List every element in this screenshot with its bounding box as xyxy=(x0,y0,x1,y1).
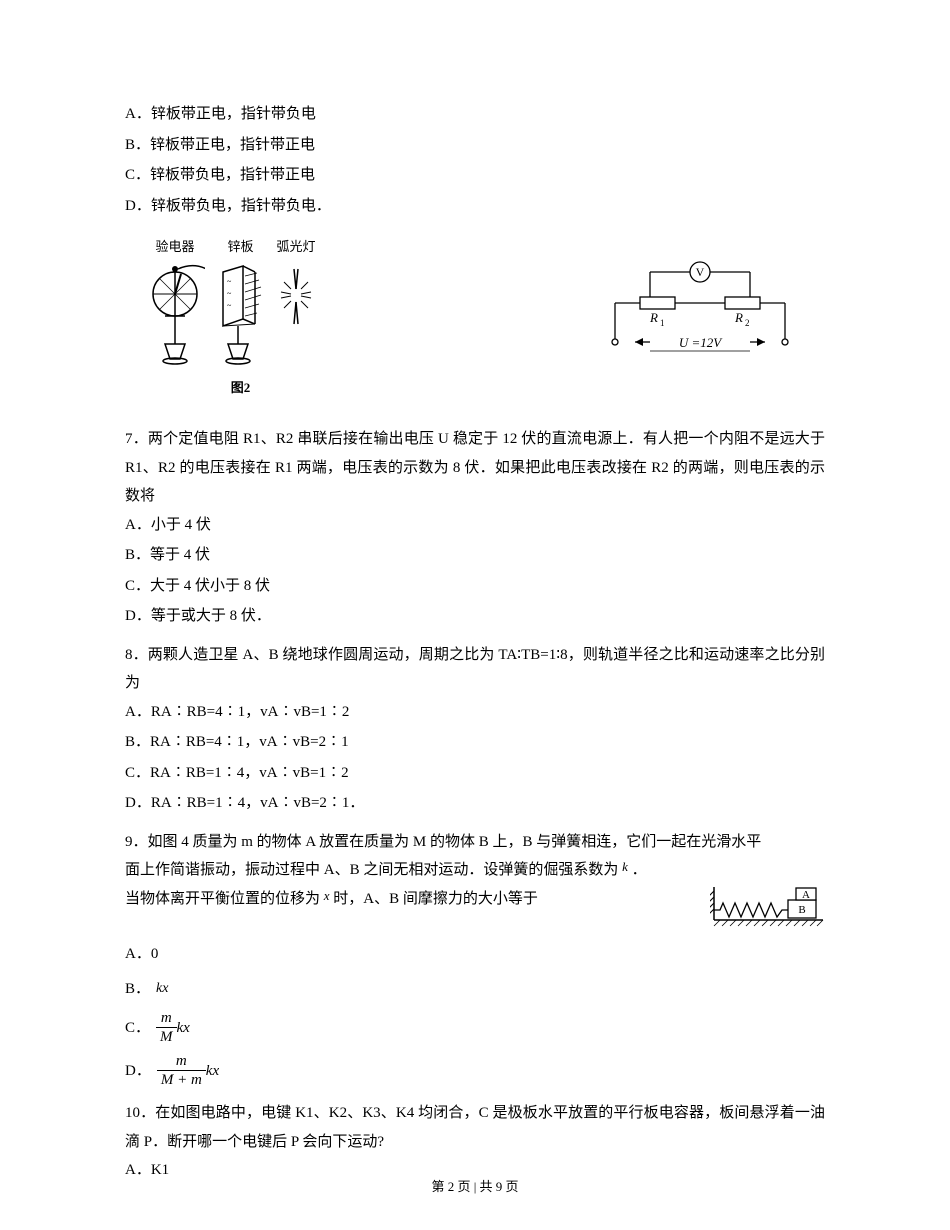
q9: 9．如图 4 质量为 m 的物体 A 放置在质量为 M 的物体 B 上，B 与弹… xyxy=(125,828,825,1090)
q7-opt-a: A．小于 4 伏 xyxy=(125,511,825,540)
fig2-label: 图2 xyxy=(231,376,251,401)
photoelectric-diagram: 验电器 锌板 xyxy=(145,235,316,400)
arc-lamp-label: 弧光灯 xyxy=(276,235,315,260)
q6-q7-figures: 验电器 锌板 xyxy=(125,235,825,400)
circuit-diagram: V R 1 R 2 U =12V xyxy=(595,257,805,378)
q9-opt-c: C． m M kx xyxy=(125,1009,825,1046)
q8-opt-b: B．RA∶RB=4∶1，vA∶vB=2∶1 xyxy=(125,728,825,757)
q6-opt-d: D．锌板带负电，指针带负电． xyxy=(125,192,825,221)
electroscope-icon xyxy=(145,264,205,374)
svg-text:1: 1 xyxy=(660,318,665,328)
x-symbol: x xyxy=(324,888,330,903)
q8-opt-a: A．RA∶RB=4∶1，vA∶vB=1∶2 xyxy=(125,698,825,727)
electroscope-label: 验电器 xyxy=(155,235,194,260)
spring-block-diagram: A B xyxy=(710,885,825,941)
q9-text3-row: 当物体离开平衡位置的位移为 x 时，A、B 间摩擦力的大小等于 A B xyxy=(125,885,825,941)
svg-text:R: R xyxy=(734,310,743,325)
arc-lamp-icon xyxy=(276,264,316,334)
q6-opt-a: A．锌板带正电，指针带负电 xyxy=(125,100,825,129)
q6-opt-b: B．锌板带正电，指针带正电 xyxy=(125,131,825,160)
q9-text2: 面上作简谐振动，振动过程中 A、B 之间无相对运动．设弹簧的倔强系数为 k ． xyxy=(125,856,825,885)
q9-opt-d: D． m M + m kx xyxy=(125,1052,825,1089)
q7-opt-b: B．等于 4 伏 xyxy=(125,541,825,570)
svg-text:~: ~ xyxy=(227,277,232,286)
q8-opt-d: D．RA∶RB=1∶4，vA∶vB=2∶1． xyxy=(125,789,825,818)
svg-text:~: ~ xyxy=(227,289,232,298)
q9-opt-a: A．0 xyxy=(125,940,825,969)
q9-text1: 9．如图 4 质量为 m 的物体 A 放置在质量为 M 的物体 B 上，B 与弹… xyxy=(125,828,825,857)
zinc-label: 锌板 xyxy=(227,235,253,260)
voltmeter-label: V xyxy=(696,265,705,279)
k-symbol: k xyxy=(622,859,628,874)
svg-text:~: ~ xyxy=(227,301,232,310)
voltage-label: U =12V xyxy=(679,335,723,350)
q9-opt-b: B． kx xyxy=(125,975,825,1004)
q10: 10．在如图电路中，电键 K1、K2、K3、K4 均闭合，C 是极板水平放置的平… xyxy=(125,1099,825,1185)
q8: 8．两颗人造卫星 A、B 绕地球作圆周运动，周期之比为 TA∶TB=1∶8，则轨… xyxy=(125,641,825,818)
block-b-label: B xyxy=(798,904,805,916)
q7: 7．两个定值电阻 R1、R2 串联后接在输出电压 U 稳定于 12 伏的直流电源… xyxy=(125,425,825,631)
page-number: 第 2 页 | 共 9 页 xyxy=(0,1175,950,1200)
svg-text:R: R xyxy=(649,310,658,325)
q6-options: A．锌板带正电，指针带负电 B．锌板带正电，指针带正电 C．锌板带负电，指针带正… xyxy=(125,100,825,220)
block-a-label: A xyxy=(802,889,810,901)
q10-text: 10．在如图电路中，电键 K1、K2、K3、K4 均闭合，C 是极板水平放置的平… xyxy=(125,1099,825,1156)
q8-opt-c: C．RA∶RB=1∶4，vA∶vB=1∶2 xyxy=(125,759,825,788)
zinc-plate-icon: ~ ~ ~ xyxy=(213,264,268,374)
q8-text: 8．两颗人造卫星 A、B 绕地球作圆周运动，周期之比为 TA∶TB=1∶8，则轨… xyxy=(125,641,825,698)
q6-opt-c: C．锌板带负电，指针带正电 xyxy=(125,161,825,190)
q7-opt-d: D．等于或大于 8 伏． xyxy=(125,602,825,631)
svg-text:2: 2 xyxy=(745,318,750,328)
q7-text: 7．两个定值电阻 R1、R2 串联后接在输出电压 U 稳定于 12 伏的直流电源… xyxy=(125,425,825,511)
q7-opt-c: C．大于 4 伏小于 8 伏 xyxy=(125,572,825,601)
